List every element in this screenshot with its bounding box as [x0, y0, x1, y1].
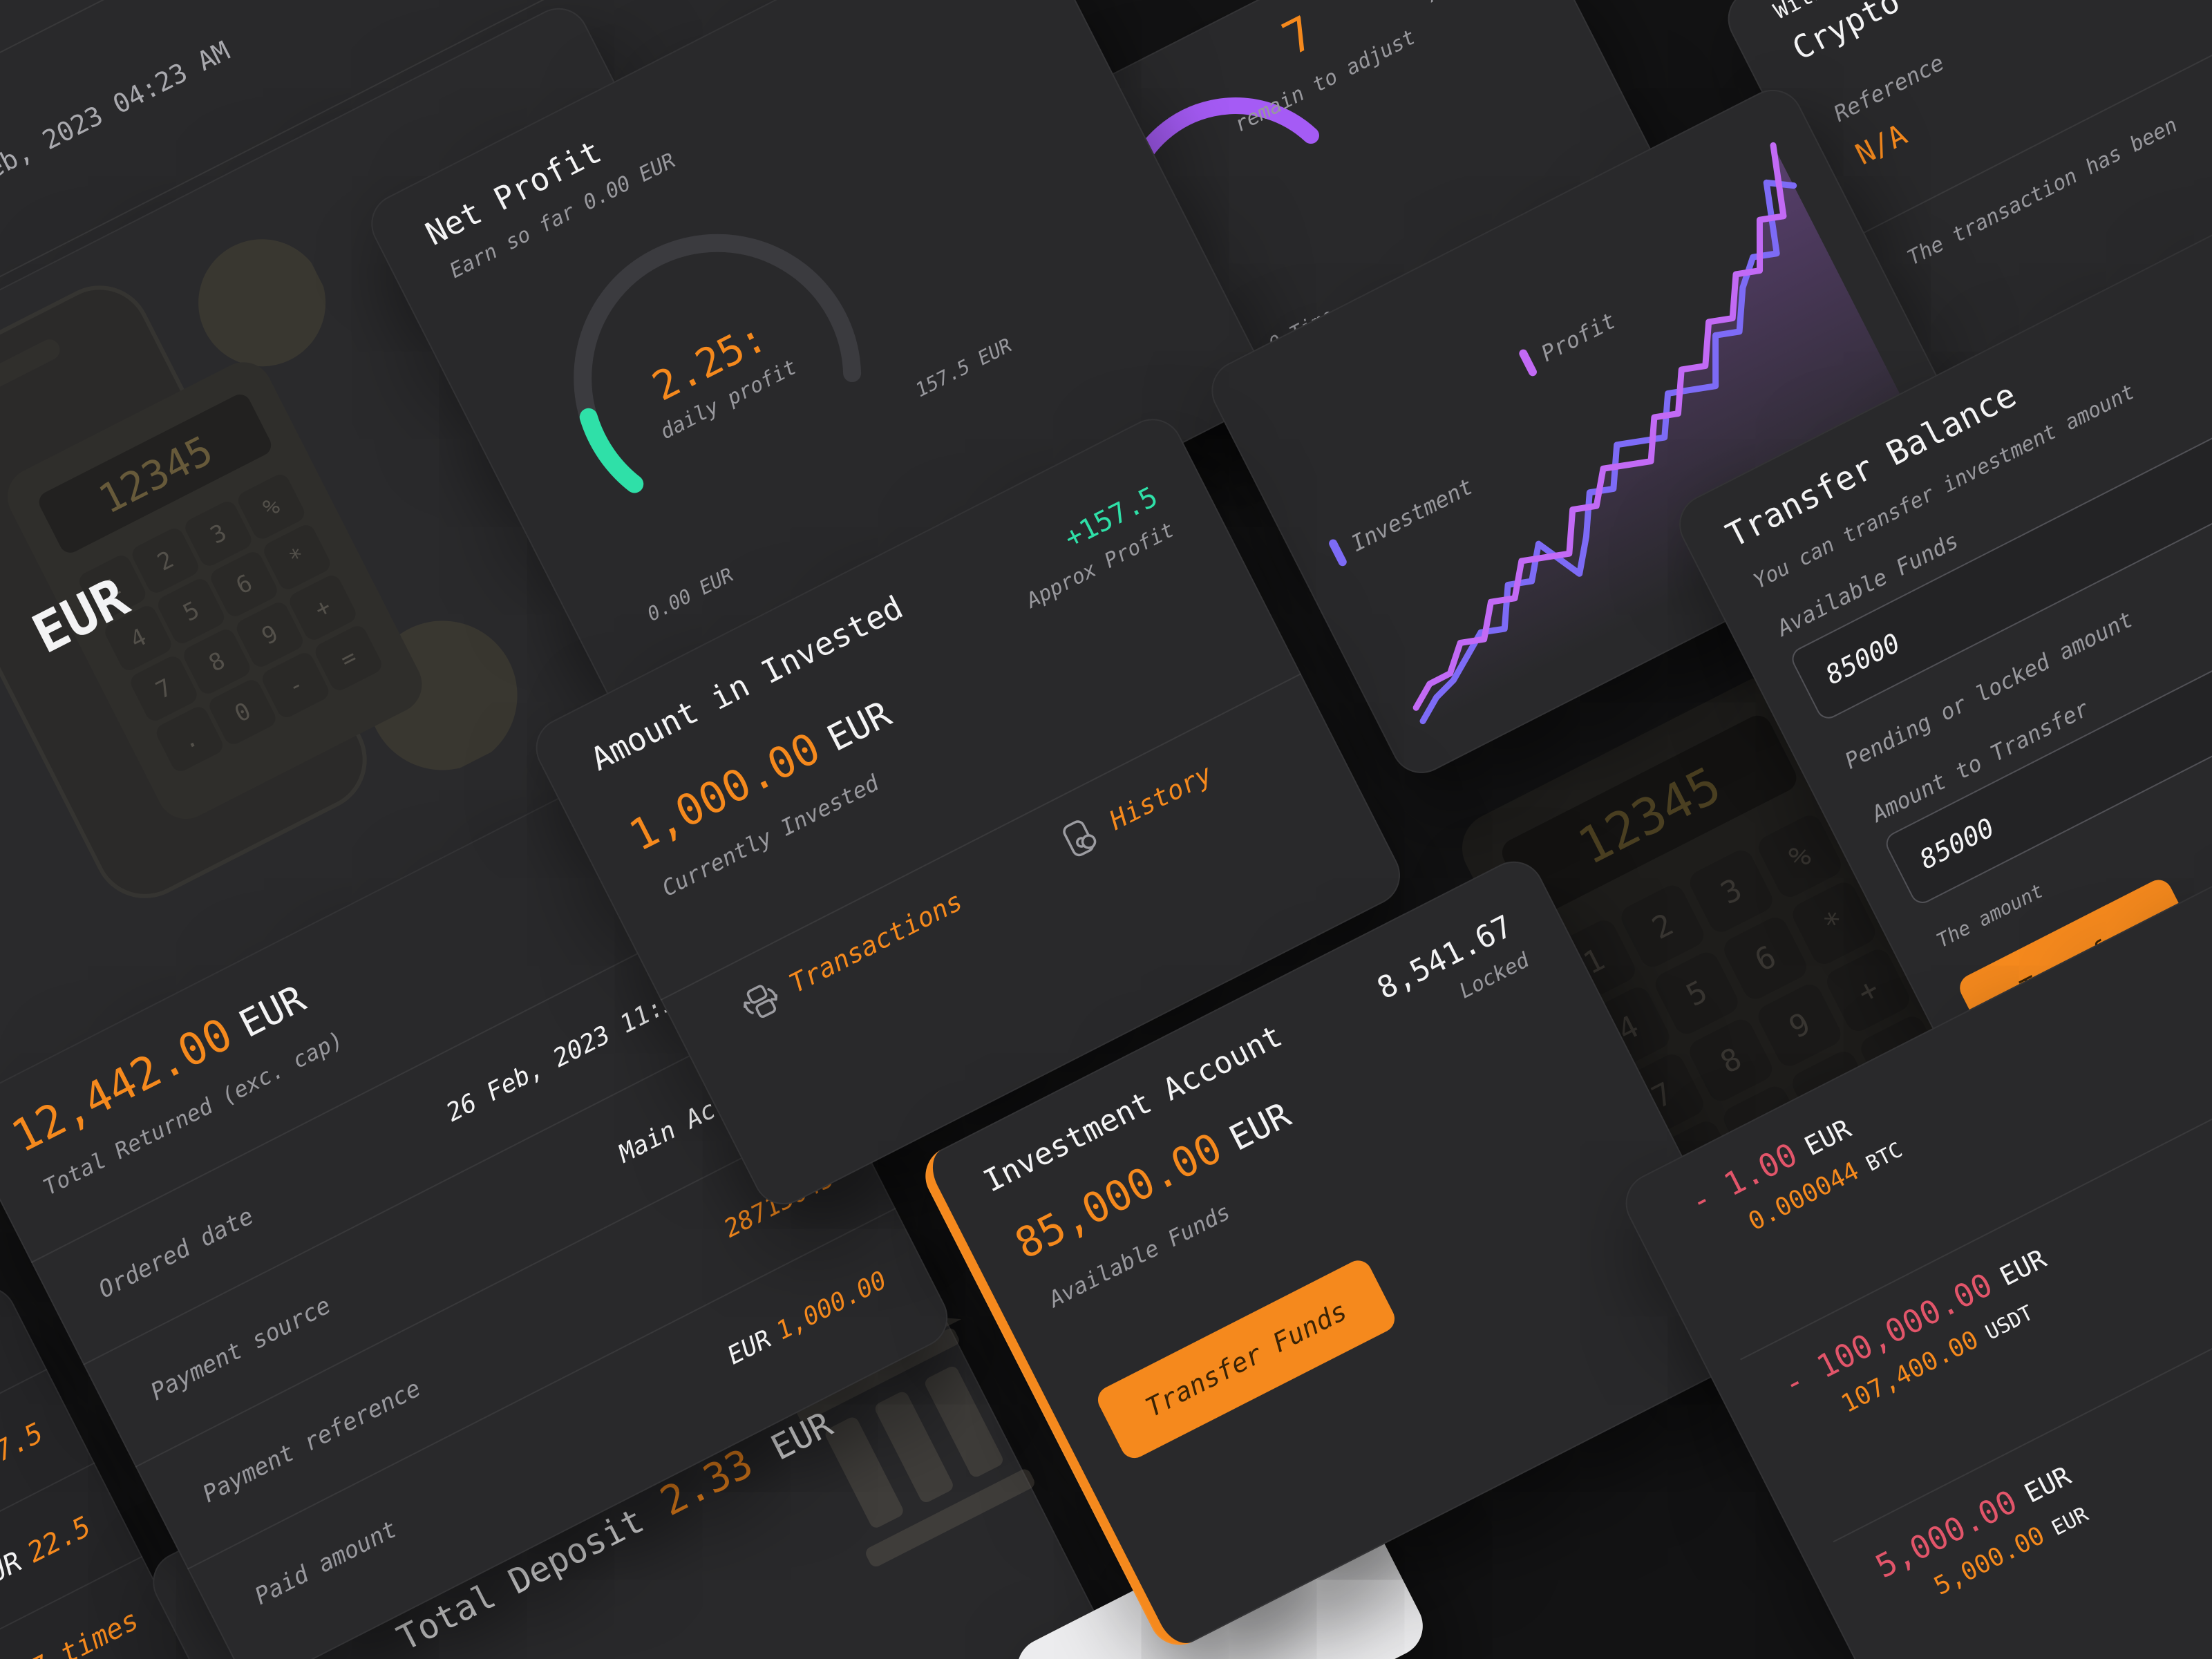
coin-icon	[368, 620, 518, 770]
investment-account-currency: EUR	[1222, 1094, 1297, 1159]
main-account-label: AMOUNT	[0, 795, 4, 882]
crypto-withdraw-title: Crypto Wallet	[1786, 0, 2025, 68]
history-icon	[1063, 820, 1097, 857]
transactions-label: Transactions	[784, 885, 967, 999]
transactions-icon	[744, 985, 778, 1018]
main-account-card: 12345 123%456*789+.0-= EUR AMOUNT EUR	[0, 0, 937, 1185]
plan-value: %	[0, 1323, 1, 1359]
crypto-reference-value: N/A	[1850, 117, 1913, 172]
invested-card: Amount in Invested +157.5 Approx Profit …	[525, 408, 1411, 1215]
net-profit-card: Net Profit Earn so far 0.00 EUR 2.25: da…	[361, 0, 1277, 728]
transaction-sub-unit: BTC	[1862, 1137, 1907, 1177]
invested-currency: EUR	[820, 693, 898, 760]
returned-currency: EUR	[232, 976, 312, 1047]
chart-card: Investment Profit	[1201, 79, 1994, 784]
transaction-sub-unit: USDT	[1981, 1300, 2037, 1345]
adjustments-max: 7 Times	[1421, 0, 1504, 8]
transfer-funds-button[interactable]: Transfer Funds	[1093, 1255, 1399, 1463]
transactions-button[interactable]: Transactions	[735, 882, 970, 1027]
plan-value: 22.5	[22, 1510, 97, 1569]
transaction-currency: EUR	[1799, 1113, 1856, 1162]
detail-label: Paid amount	[250, 1515, 402, 1611]
transaction-currency: EUR	[1994, 1243, 2051, 1292]
profit-chart	[1412, 142, 1938, 728]
crypto-reference-label: Reference	[1829, 49, 1949, 127]
history-button[interactable]: History	[1055, 755, 1219, 864]
phone-icon	[0, 285, 367, 898]
net-profit-gauge-max: 157.5 EUR	[911, 333, 1016, 402]
history-label: History	[1104, 758, 1218, 836]
transaction-currency: EUR	[2019, 1460, 2076, 1509]
net-profit-gauge	[574, 234, 862, 493]
calculator-icon	[7, 362, 422, 819]
net-profit-gauge-progress	[579, 408, 644, 493]
transaction-sub-unit: EUR	[2048, 1502, 2092, 1542]
plan-value-prefix: EUR	[0, 1546, 28, 1597]
plan-value: 157.5	[0, 1416, 49, 1483]
coin-icon	[198, 239, 326, 367]
phone-calculator-illustration: 12345 123%456*789+.0-=	[0, 239, 518, 898]
